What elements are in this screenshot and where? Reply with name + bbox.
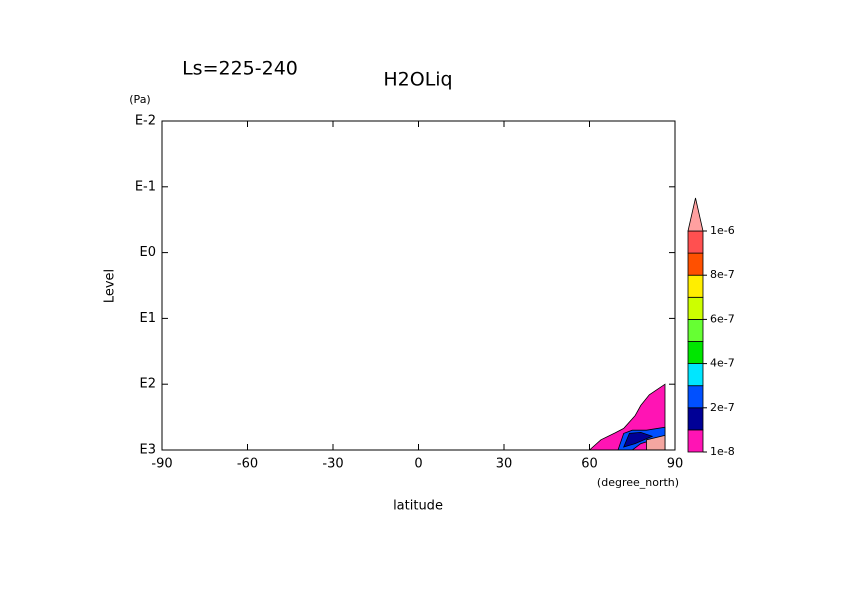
x-tick-label: 60	[581, 457, 598, 472]
colorbar-box	[687, 407, 704, 431]
colorbar-box	[687, 318, 704, 342]
colorbar-label: 2e-7	[710, 401, 735, 414]
colorbar-box	[687, 385, 704, 409]
contour-region	[623, 431, 654, 448]
y-units: (Pa)	[129, 93, 150, 106]
colorbar-label: 4e-7	[710, 357, 735, 370]
x-axis-label: latitude	[393, 499, 443, 514]
colorbar-label: 6e-7	[710, 312, 735, 325]
colorbar-box	[687, 274, 704, 298]
y-tick-label: E-2	[135, 114, 156, 129]
y-tick-label: E0	[140, 245, 157, 260]
colorbar-box	[687, 429, 704, 453]
y-tick-label: E-1	[135, 179, 156, 194]
colorbar-box	[687, 252, 704, 276]
colorbar-box	[687, 296, 704, 320]
y-tick-label: E3	[140, 443, 157, 458]
colorbar-label: 1e-8	[710, 445, 735, 458]
colorbar-label: 1e-6	[710, 224, 735, 237]
y-tick-label: E1	[140, 311, 157, 326]
y-axis-label: Level	[103, 269, 118, 303]
chart-title: H2OLiq	[383, 69, 452, 91]
x-units: (degree_north)	[597, 476, 679, 489]
x-tick-label: -30	[322, 457, 343, 472]
y-tick-label: E2	[140, 377, 157, 392]
plot-frame	[161, 120, 676, 451]
colorbar-box	[687, 230, 704, 254]
colorbar-label: 8e-7	[710, 268, 735, 281]
x-tick-label: -90	[151, 457, 172, 472]
x-tick-label: 30	[496, 457, 513, 472]
colorbar-box	[687, 363, 704, 387]
colorbar-box	[687, 341, 704, 365]
x-tick-label: -60	[237, 457, 258, 472]
colorbar-overflow	[687, 197, 704, 232]
subtitle: Ls=225-240	[182, 58, 298, 80]
x-tick-label: 90	[667, 457, 684, 472]
x-tick-label: 0	[414, 457, 422, 472]
